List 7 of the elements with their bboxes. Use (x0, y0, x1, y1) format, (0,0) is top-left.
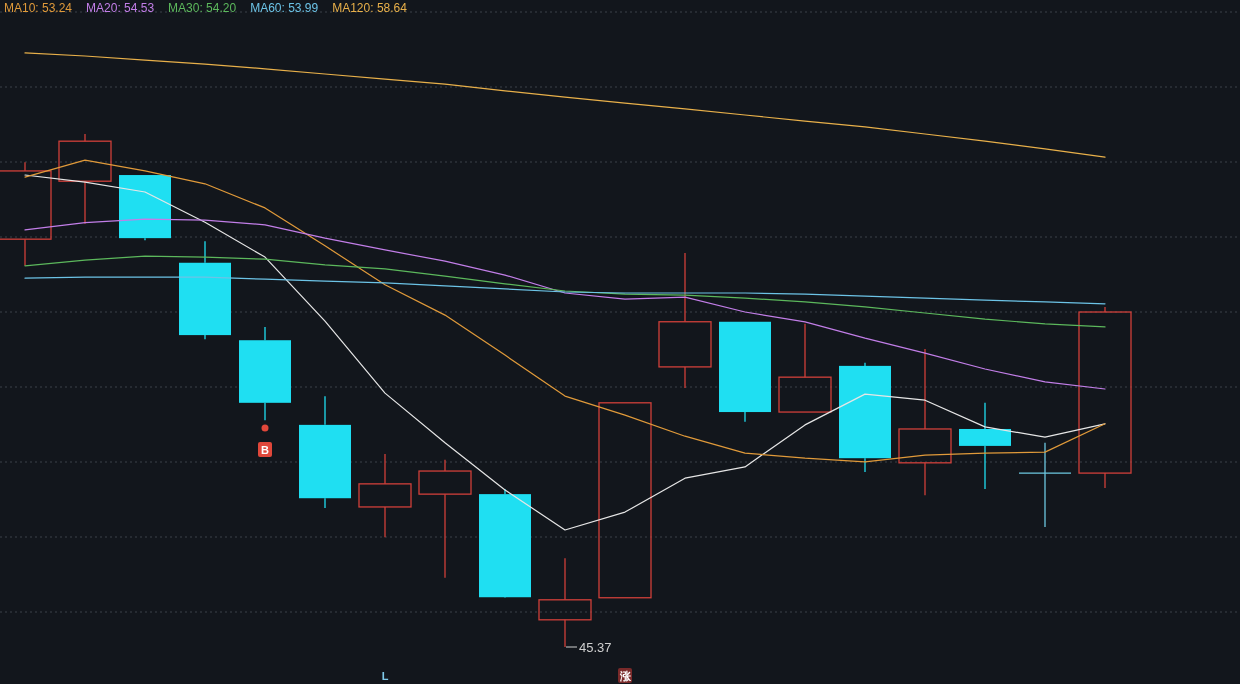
annotation: 45.37 (579, 640, 612, 655)
legend: MA10: 53.24 MA20: 54.53 MA30: 54.20 MA60: 53.99 MA120: 58.64 (4, 1, 407, 15)
annotation: 45.37 (565, 640, 612, 655)
annotation: L (381, 670, 389, 682)
annotation: B (261, 444, 270, 456)
annotation: B (258, 424, 272, 457)
annotation: 涨 (618, 668, 632, 683)
